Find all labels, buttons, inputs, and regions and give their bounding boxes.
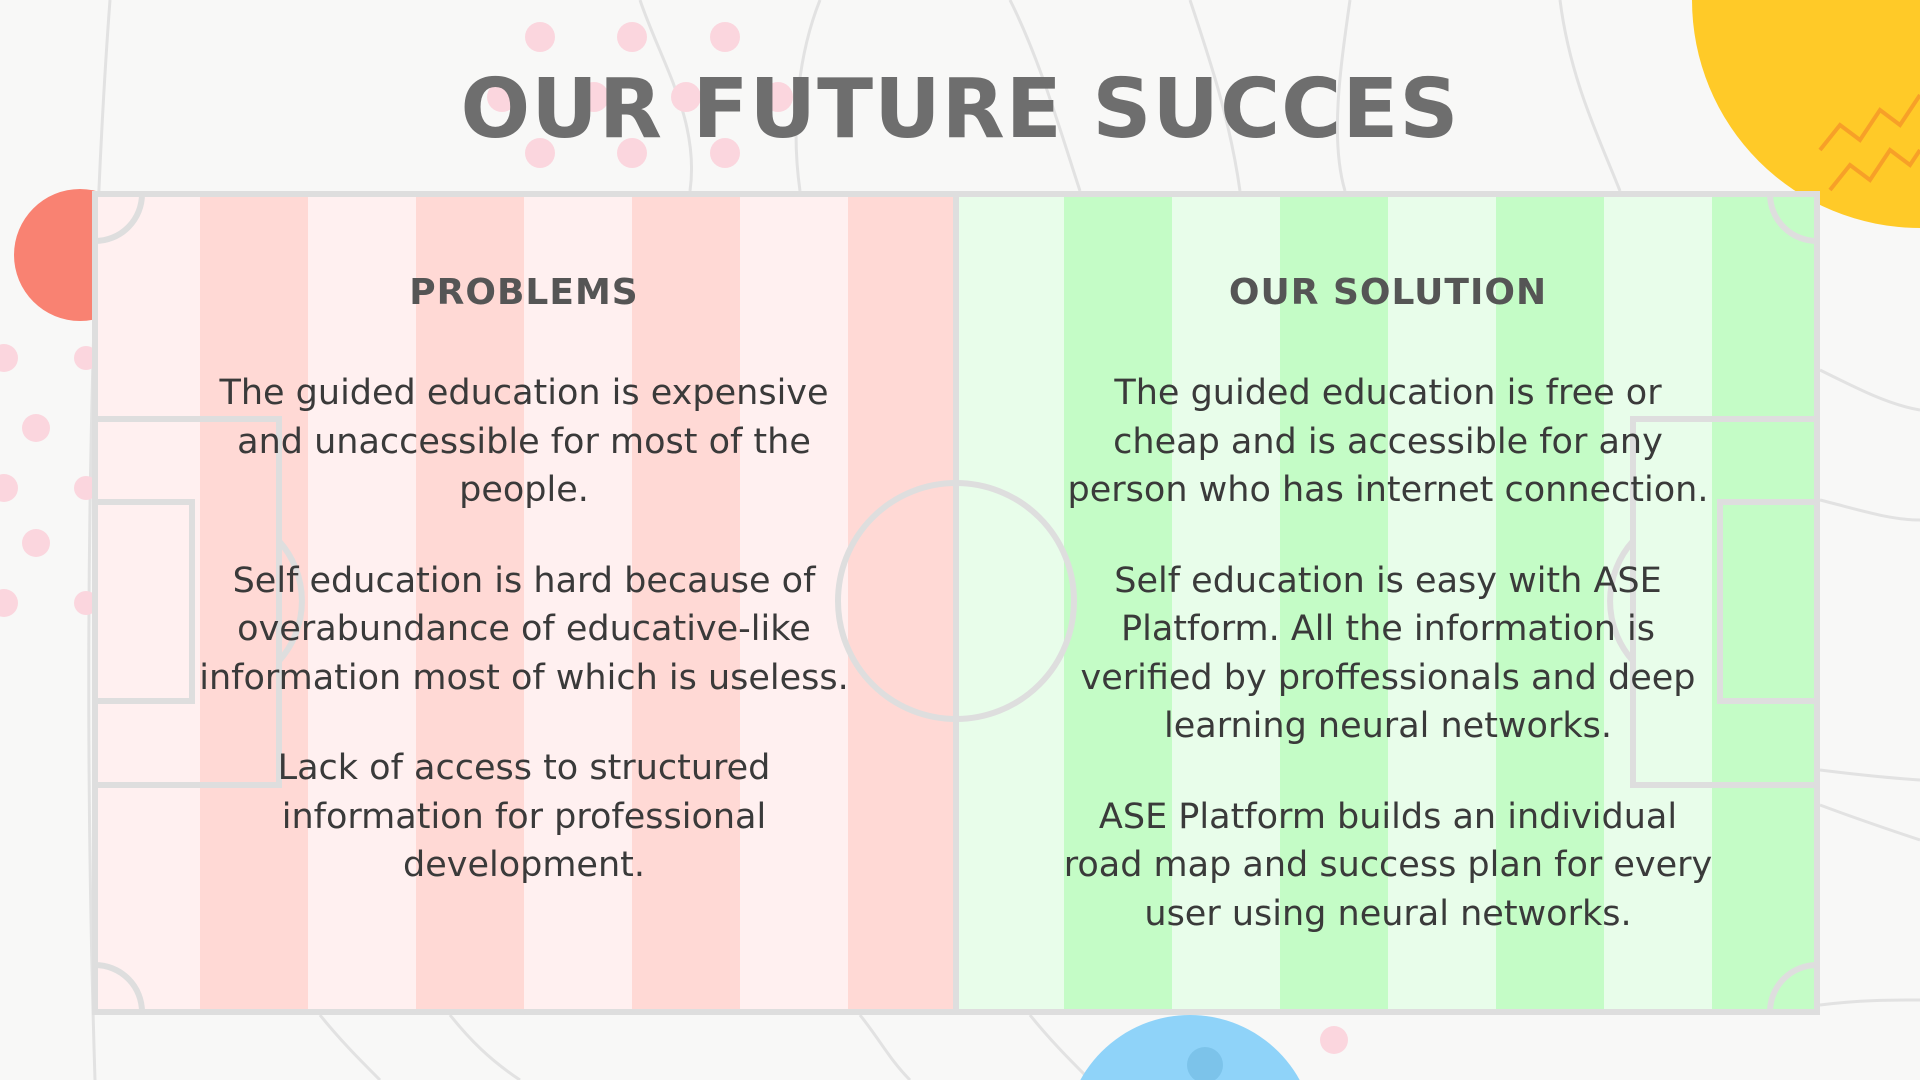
soccer-field-background — [92, 191, 1820, 1015]
solution-heading: OUR SOLUTION — [1228, 272, 1548, 313]
solution-item: ASE Platform builds an individual road m… — [1063, 796, 1713, 934]
problem-item: The guided education is expensive and un… — [219, 373, 829, 510]
problems-heading: PROBLEMS — [409, 272, 639, 313]
solution-panel: OUR SOLUTION The guided education is fre… — [956, 191, 1820, 1015]
solution-item: The guided education is free or cheap an… — [1067, 373, 1709, 510]
problem-item: Self education is hard because of overab… — [199, 560, 849, 698]
problem-item: Lack of access to structured information… — [277, 748, 771, 885]
page-title: OUR FUTURE SUCCES — [460, 62, 1460, 157]
solution-item: Self education is easy with ASE Platform… — [1080, 560, 1696, 747]
problems-panel: PROBLEMS The guided education is expensi… — [92, 191, 956, 1015]
